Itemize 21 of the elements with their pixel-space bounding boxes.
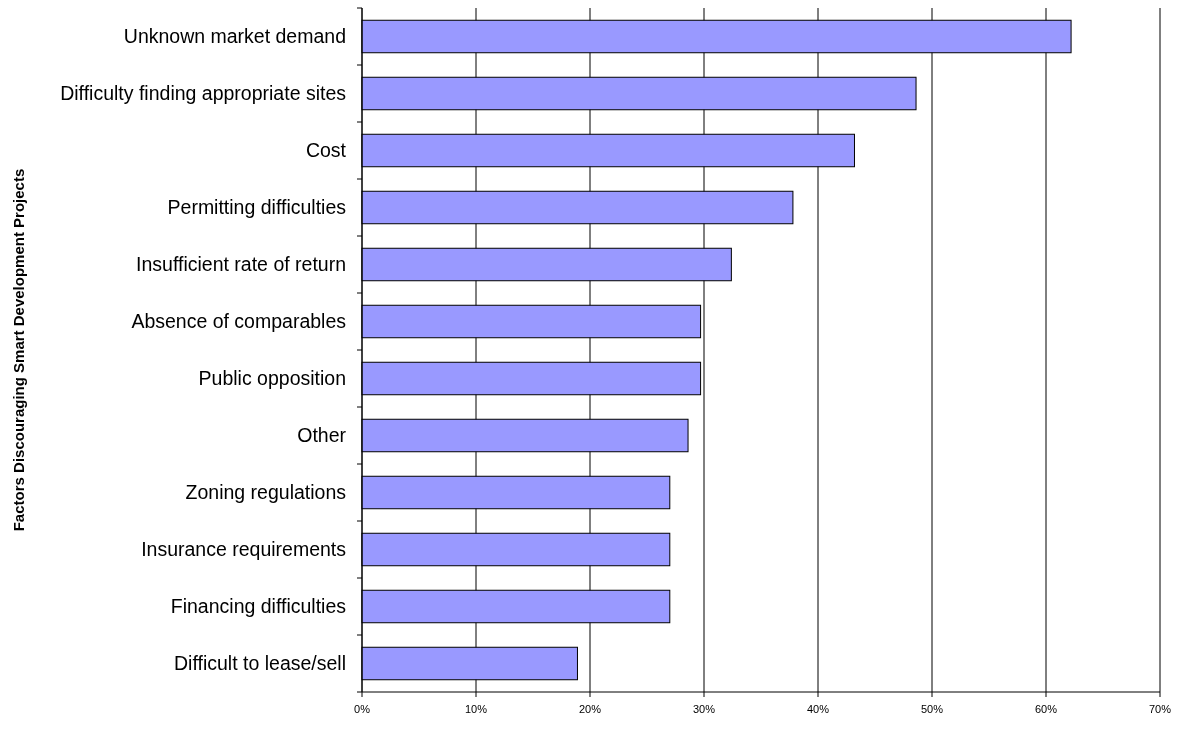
y-axis-title: Factors Discouraging Smart Development Projects (10, 168, 27, 532)
y-tick-label: Cost (305, 139, 347, 162)
y-tick-label: Insufficient rate of return (136, 253, 346, 276)
y-tick-label: Difficult to lease/sell (174, 652, 346, 675)
x-tick-label: 60% (1034, 703, 1058, 715)
x-tick-label: 0% (354, 703, 371, 715)
x-tick-label: 30% (692, 703, 716, 715)
y-tick-label: Absence of comparables (131, 310, 347, 333)
y-tick-label: Unknown market demand (123, 25, 346, 48)
x-tick-label: 50% (920, 703, 944, 715)
x-tick-label: 70% (1148, 703, 1172, 715)
y-tick-label: Permitting difficulties (167, 196, 347, 219)
y-tick-label: Public opposition (198, 367, 346, 390)
x-tick-label: 40% (806, 703, 830, 715)
y-tick-label: Other (297, 424, 347, 447)
y-tick-label: Financing difficulties (170, 595, 347, 618)
y-tick-label: Difficulty finding appropriate sites (60, 82, 347, 105)
x-tick-label: 20% (578, 703, 602, 715)
y-tick-label: Insurance requirements (141, 538, 347, 561)
y-tick-label: Zoning regulations (185, 481, 347, 504)
x-tick-label: 10% (464, 703, 488, 715)
